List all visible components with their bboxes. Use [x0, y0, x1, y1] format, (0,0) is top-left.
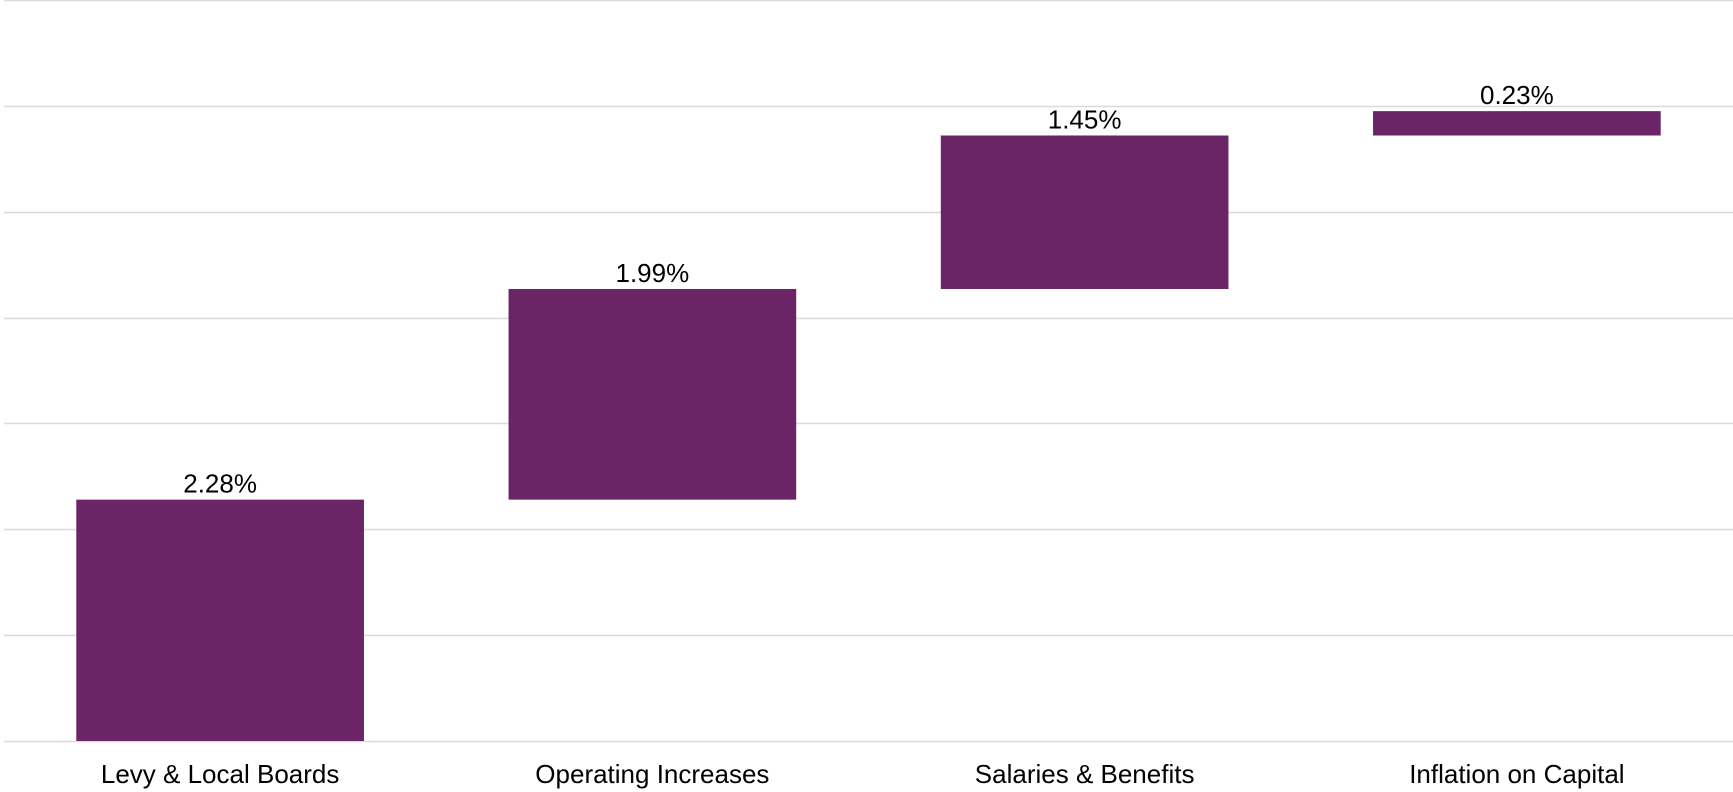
bars: [76, 111, 1661, 741]
data-label-4: 0.23%: [1480, 80, 1554, 110]
data-label-3: 1.45%: [1048, 104, 1122, 134]
category-label-3: Salaries & Benefits: [975, 759, 1195, 789]
category-label-4: Inflation on Capital: [1409, 759, 1624, 789]
category-label-1: Levy & Local Boards: [101, 759, 339, 789]
data-label-2: 1.99%: [616, 258, 690, 288]
data-label-1: 2.28%: [183, 469, 257, 499]
bar-3: [940, 135, 1229, 289]
bar-1: [76, 499, 364, 741]
bar-4: [1373, 111, 1661, 136]
category-label-2: Operating Increases: [535, 759, 769, 789]
category-labels: Levy & Local Boards Operating Increases Sa…: [101, 759, 1625, 789]
bar-2: [508, 288, 797, 500]
data-labels: 2.28% 1.99% 1.45% 0.23%: [183, 80, 1553, 498]
